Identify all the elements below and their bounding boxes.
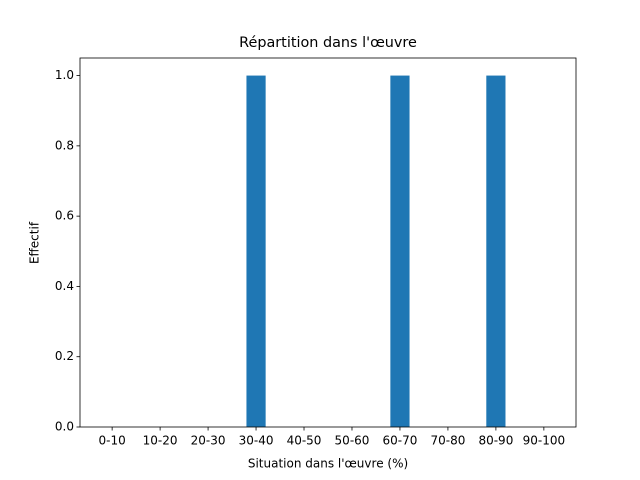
y-tick-label: 1.0 [55, 68, 74, 82]
x-tick-label: 70-80 [430, 434, 465, 448]
y-tick-label: 0.0 [55, 420, 74, 434]
plot-frame [79, 57, 577, 428]
y-tick-label: 0.6 [55, 209, 74, 223]
x-tick-label: 20-30 [191, 434, 226, 448]
x-tick-label: 30-40 [239, 434, 274, 448]
x-tick-label: 90-100 [523, 434, 566, 448]
y-tick-label: 0.2 [55, 349, 74, 363]
x-tick-label: 10-20 [143, 434, 178, 448]
y-axis-label: Effectif [28, 221, 42, 264]
x-tick-label: 80-90 [478, 434, 513, 448]
x-axis-label: Situation dans l'œuvre (%) [248, 457, 408, 471]
x-tick-label: 0-10 [99, 434, 126, 448]
bar [390, 75, 410, 428]
x-tick-label: 60-70 [383, 434, 418, 448]
bar [246, 75, 266, 428]
y-tick-label: 0.4 [55, 279, 74, 293]
x-tick-label: 40-50 [287, 434, 322, 448]
y-tick-label: 0.8 [55, 138, 74, 152]
bar [486, 75, 506, 428]
x-tick-label: 50-60 [335, 434, 370, 448]
chart-title: Répartition dans l'œuvre [239, 35, 417, 51]
